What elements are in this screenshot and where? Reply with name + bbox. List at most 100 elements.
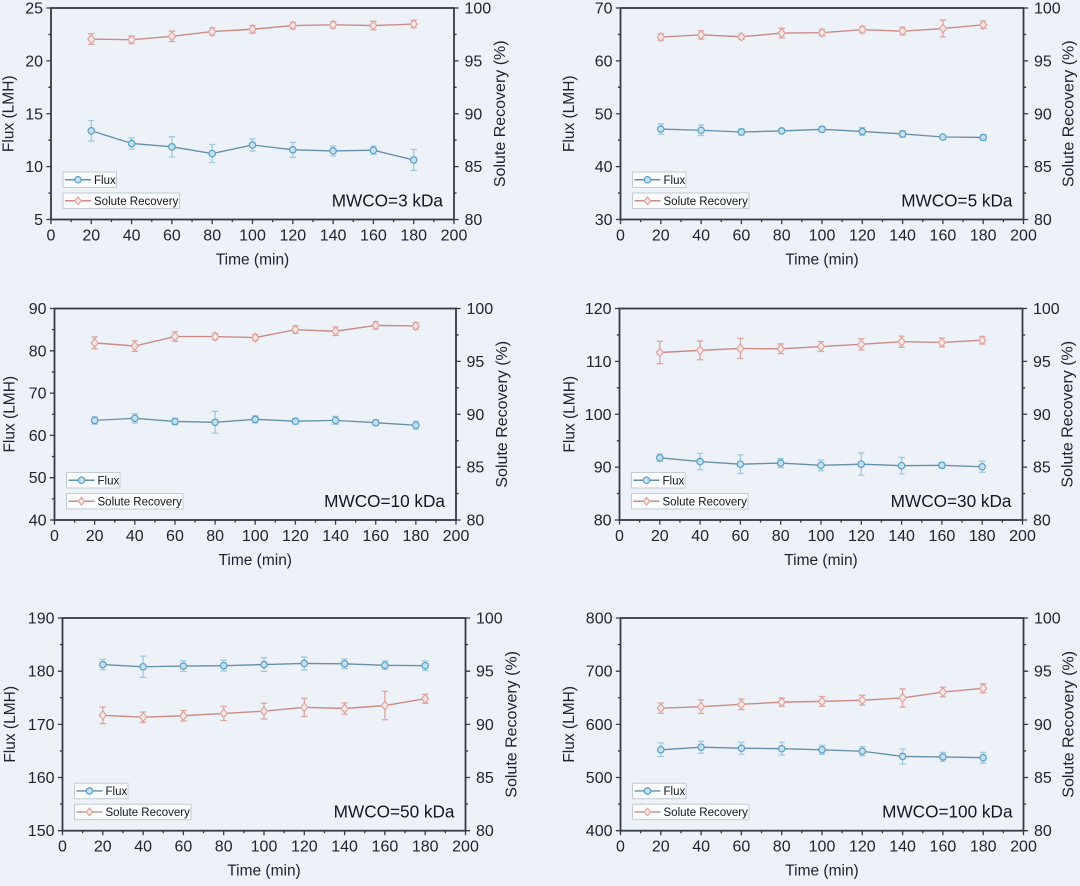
svg-text:Flux (LMH): Flux (LMH) — [561, 75, 578, 152]
svg-text:70: 70 — [595, 1, 613, 18]
svg-text:80: 80 — [203, 227, 221, 244]
svg-text:140: 140 — [322, 528, 349, 545]
svg-text:Flux: Flux — [94, 175, 116, 187]
svg-text:80: 80 — [1033, 513, 1051, 530]
svg-text:10: 10 — [25, 159, 43, 176]
svg-text:20: 20 — [86, 528, 104, 545]
svg-text:0: 0 — [616, 839, 625, 856]
svg-text:Flux: Flux — [663, 475, 685, 487]
svg-text:Flux: Flux — [664, 175, 686, 187]
svg-text:Flux (LMH): Flux (LMH) — [1, 75, 18, 152]
svg-text:85: 85 — [476, 770, 494, 787]
svg-text:160: 160 — [362, 528, 389, 545]
svg-text:100: 100 — [1034, 611, 1061, 628]
svg-text:90: 90 — [29, 301, 47, 318]
svg-text:20: 20 — [82, 227, 100, 244]
svg-text:180: 180 — [970, 227, 997, 244]
svg-text:Solute Recovery (%): Solute Recovery (%) — [1060, 341, 1077, 488]
svg-text:400: 400 — [586, 823, 613, 840]
svg-text:100: 100 — [1034, 1, 1061, 18]
svg-text:85: 85 — [1034, 770, 1052, 787]
svg-text:100: 100 — [809, 227, 836, 244]
svg-text:95: 95 — [1033, 354, 1051, 371]
svg-text:85: 85 — [1034, 159, 1052, 176]
svg-text:Flux: Flux — [664, 786, 686, 798]
svg-text:60: 60 — [29, 428, 47, 445]
svg-text:85: 85 — [465, 159, 483, 176]
svg-text:100: 100 — [1033, 301, 1060, 318]
svg-text:170: 170 — [28, 717, 55, 734]
svg-text:Flux (LMH): Flux (LMH) — [561, 686, 578, 763]
svg-text:200: 200 — [443, 528, 470, 545]
svg-text:80: 80 — [206, 528, 224, 545]
svg-text:MWCO=30 kDa: MWCO=30 kDa — [891, 491, 1012, 511]
svg-text:60: 60 — [595, 53, 613, 70]
svg-text:90: 90 — [465, 106, 483, 123]
svg-text:120: 120 — [849, 839, 876, 856]
svg-text:40: 40 — [123, 227, 141, 244]
svg-text:95: 95 — [465, 53, 483, 70]
svg-text:MWCO=10 kDa: MWCO=10 kDa — [324, 491, 445, 511]
svg-text:180: 180 — [970, 839, 997, 856]
svg-text:MWCO=5 kDa: MWCO=5 kDa — [901, 191, 1013, 211]
svg-text:160: 160 — [930, 227, 957, 244]
svg-text:200: 200 — [1010, 227, 1037, 244]
svg-text:100: 100 — [242, 528, 269, 545]
svg-text:200: 200 — [1010, 839, 1037, 856]
svg-text:60: 60 — [175, 839, 193, 856]
svg-text:80: 80 — [465, 212, 483, 229]
svg-text:Solute Recovery (%): Solute Recovery (%) — [1061, 651, 1078, 798]
svg-text:80: 80 — [773, 227, 791, 244]
svg-text:90: 90 — [1034, 717, 1052, 734]
svg-text:MWCO=50 kDa: MWCO=50 kDa — [334, 802, 455, 822]
svg-text:100: 100 — [809, 839, 836, 856]
svg-text:25: 25 — [25, 1, 43, 18]
svg-text:40: 40 — [134, 839, 152, 856]
svg-text:5: 5 — [34, 212, 43, 229]
svg-text:700: 700 — [586, 664, 613, 681]
svg-text:MWCO=100 kDa: MWCO=100 kDa — [882, 802, 1013, 822]
svg-text:100: 100 — [476, 611, 503, 628]
svg-text:60: 60 — [733, 227, 751, 244]
svg-text:Solute Recovery (%): Solute Recovery (%) — [504, 651, 521, 798]
svg-text:Flux: Flux — [98, 475, 120, 487]
svg-text:140: 140 — [889, 839, 916, 856]
svg-text:Time (min): Time (min) — [784, 552, 857, 569]
svg-text:Solute Recovery: Solute Recovery — [663, 496, 748, 508]
svg-text:800: 800 — [586, 611, 613, 628]
svg-text:180: 180 — [402, 528, 429, 545]
svg-text:Flux (LMH): Flux (LMH) — [2, 686, 19, 763]
svg-text:60: 60 — [732, 528, 750, 545]
svg-text:120: 120 — [849, 227, 876, 244]
svg-text:Solute Recovery: Solute Recovery — [664, 196, 749, 208]
svg-text:180: 180 — [400, 227, 427, 244]
svg-text:600: 600 — [586, 717, 613, 734]
svg-text:200: 200 — [1009, 528, 1036, 545]
svg-text:200: 200 — [452, 839, 479, 856]
svg-text:MWCO=3 kDa: MWCO=3 kDa — [332, 191, 444, 211]
svg-text:100: 100 — [239, 227, 266, 244]
svg-text:0: 0 — [616, 227, 625, 244]
svg-text:80: 80 — [476, 823, 494, 840]
svg-text:90: 90 — [1034, 106, 1052, 123]
svg-text:90: 90 — [476, 717, 494, 734]
svg-text:120: 120 — [291, 839, 318, 856]
svg-text:95: 95 — [1034, 664, 1052, 681]
svg-text:80: 80 — [772, 528, 790, 545]
svg-text:40: 40 — [692, 227, 710, 244]
svg-text:180: 180 — [28, 664, 55, 681]
svg-text:0: 0 — [58, 839, 67, 856]
svg-text:Solute Recovery (%): Solute Recovery (%) — [492, 40, 509, 187]
svg-text:40: 40 — [692, 839, 710, 856]
svg-text:60: 60 — [733, 839, 751, 856]
svg-text:140: 140 — [320, 227, 347, 244]
svg-text:Time (min): Time (min) — [216, 252, 289, 269]
svg-text:Flux: Flux — [106, 786, 128, 798]
svg-text:120: 120 — [848, 528, 875, 545]
svg-text:Time (min): Time (min) — [785, 252, 858, 269]
svg-text:100: 100 — [467, 301, 494, 318]
svg-text:90: 90 — [1033, 407, 1051, 424]
svg-text:20: 20 — [94, 839, 112, 856]
svg-text:140: 140 — [888, 528, 915, 545]
svg-text:Solute Recovery: Solute Recovery — [94, 196, 179, 208]
